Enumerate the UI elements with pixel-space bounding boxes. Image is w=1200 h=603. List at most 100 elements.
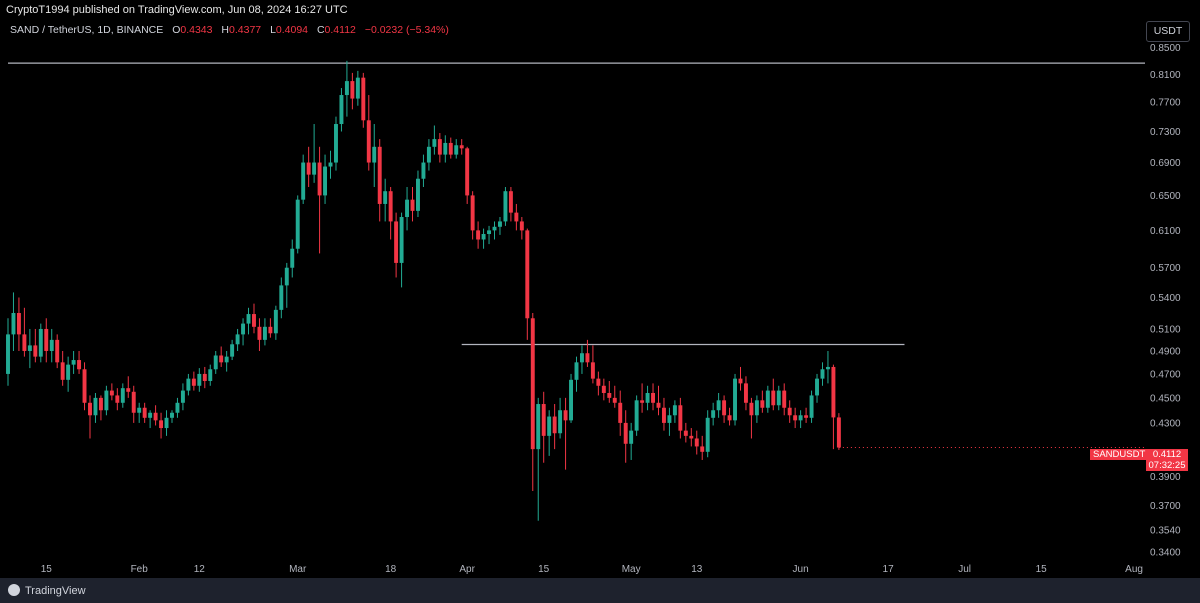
candle-body: [257, 326, 262, 340]
x-tick-label: 17: [883, 564, 895, 575]
open-label: O: [172, 24, 181, 36]
y-tick-label: 0.5100: [1150, 324, 1181, 335]
candle-body: [514, 212, 519, 222]
candle-body: [558, 410, 563, 434]
candle-body: [246, 314, 251, 324]
candle-body: [492, 226, 497, 231]
tradingview-logo[interactable]: TradingView: [8, 584, 86, 597]
y-tick-label: 0.4500: [1150, 393, 1181, 404]
candle-body: [366, 120, 371, 163]
candle-body: [180, 390, 185, 403]
candle-body: [11, 313, 16, 335]
y-tick-label: 0.5700: [1150, 263, 1181, 274]
candle-body: [273, 309, 278, 334]
candle-body: [672, 405, 677, 416]
candle-body: [27, 345, 32, 351]
y-tick-label: 0.4300: [1150, 418, 1181, 429]
candle-body: [481, 234, 486, 240]
high-label: H: [221, 24, 230, 36]
candle-body: [727, 415, 732, 421]
y-tick-label: 0.6900: [1150, 158, 1181, 169]
candle-body: [153, 412, 158, 421]
candle-body: [208, 369, 213, 382]
candle-body: [88, 402, 92, 416]
candle-body: [798, 415, 803, 421]
candle-body: [607, 393, 612, 398]
candle-body: [503, 191, 508, 222]
candle-body: [705, 417, 710, 452]
candle-body: [202, 373, 207, 382]
candle-body: [38, 328, 43, 357]
candle-body: [142, 407, 147, 418]
candle-body: [339, 95, 344, 125]
candle-body: [16, 313, 21, 335]
candle-body: [93, 397, 98, 416]
candle-body: [825, 366, 830, 370]
candle-body: [711, 410, 716, 418]
candle-body: [623, 422, 628, 444]
candle-body: [459, 145, 464, 149]
candle-body: [771, 390, 776, 406]
candle-body: [66, 364, 71, 380]
candle-body: [350, 81, 355, 99]
top-bar: CryptoT1994 published on TradingView.com…: [0, 0, 1200, 20]
candle-body: [519, 221, 524, 231]
candle-body: [590, 362, 595, 379]
currency-button[interactable]: USDT: [1146, 21, 1190, 42]
candle-body: [733, 378, 737, 421]
close-label: C: [316, 24, 325, 36]
candle-body: [126, 388, 131, 392]
candle-body: [694, 438, 699, 447]
x-tick-label: Aug: [1125, 564, 1143, 575]
candle-body: [388, 191, 393, 222]
symbol-legend: SAND / TetherUS, 1D, BINANCE O0.4343 H0.…: [10, 24, 449, 36]
x-tick-label: 15: [538, 564, 550, 575]
candle-body: [284, 267, 289, 286]
y-tick-label: 0.3400: [1150, 548, 1181, 559]
bar-countdown: 07:32:25: [1148, 460, 1186, 471]
candle-body: [465, 148, 470, 196]
y-tick-label: 0.7300: [1150, 127, 1181, 138]
candle-body: [421, 162, 426, 179]
x-tick-label: Jun: [793, 564, 809, 575]
candle-body: [508, 191, 513, 213]
candle-body: [394, 221, 399, 263]
y-tick-label: 0.6100: [1150, 226, 1181, 237]
candle-body: [820, 369, 825, 379]
candle-body: [405, 199, 410, 218]
candle-body: [836, 417, 841, 448]
candle-body: [804, 415, 809, 418]
candle-body: [60, 362, 65, 380]
y-tick-label: 0.8500: [1150, 43, 1181, 54]
candle-body: [651, 393, 655, 403]
y-tick-label: 0.4700: [1150, 369, 1181, 380]
x-tick-label: 13: [691, 564, 703, 575]
candle-body: [377, 146, 382, 204]
x-tick-label: Jul: [958, 564, 971, 575]
candle-body: [437, 139, 442, 155]
candle-body: [634, 400, 639, 431]
x-tick-label: Feb: [131, 564, 149, 575]
candle-body: [448, 142, 453, 155]
candle-body: [667, 415, 672, 423]
candle-body: [585, 353, 590, 363]
candle-body: [170, 412, 174, 418]
candle-body: [661, 407, 666, 423]
candle-body: [262, 326, 267, 340]
tradingview-brand: TradingView: [25, 585, 86, 597]
price-chart[interactable]: 0.8500 0.8100 0.7700 0.7300 0.6900 0.6500 0.61…: [0, 0, 1200, 578]
footer-bar: TradingView: [0, 578, 1200, 603]
candle-body: [164, 417, 169, 429]
candle-body: [268, 326, 273, 334]
last-price: 0.4112: [1152, 449, 1182, 460]
candle-body: [416, 178, 420, 211]
candle-body: [6, 334, 10, 374]
x-tick-label: 15: [1036, 564, 1048, 575]
x-tick-label: 15: [41, 564, 53, 575]
candle-body: [137, 407, 142, 413]
candle-body: [743, 383, 748, 403]
candle-body: [399, 217, 404, 263]
candle-body: [186, 378, 191, 391]
y-tick-label: 0.8100: [1150, 70, 1181, 81]
x-tick-label: 18: [385, 564, 397, 575]
